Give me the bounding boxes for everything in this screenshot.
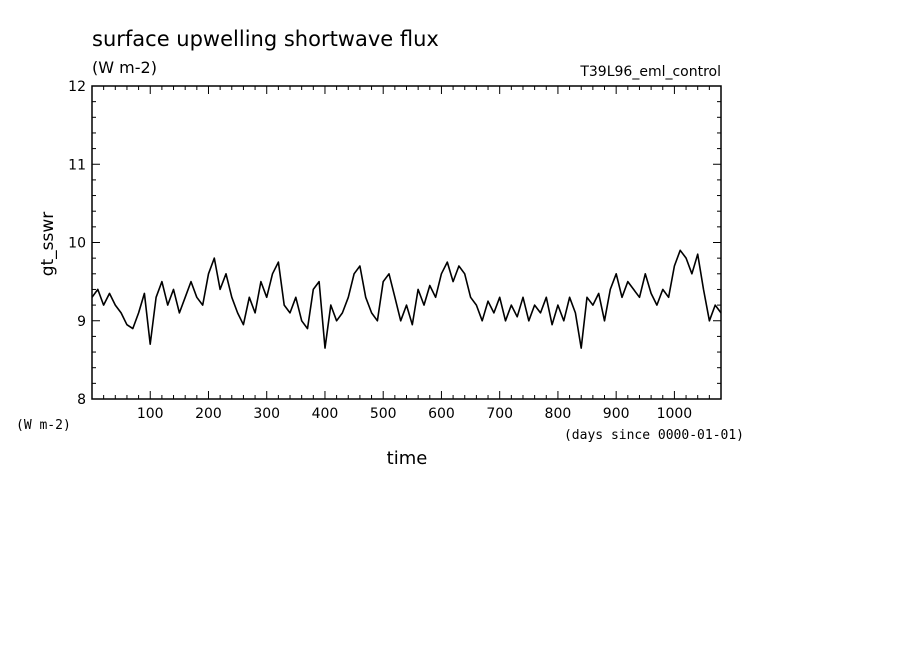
x-tick-label: 400: [312, 406, 339, 422]
x-tick-labels: 100 200 300 400 500 600 700 800 900 1000: [137, 406, 692, 422]
y-tick-label: 9: [77, 314, 86, 330]
chart-title: surface upwelling shortwave flux: [92, 27, 439, 51]
x-tick-label: 300: [253, 406, 280, 422]
experiment-label: T39L96_eml_control: [579, 64, 721, 80]
series-line: [91, 249, 722, 349]
y-tick-label: 12: [68, 79, 86, 95]
x-tick-label: 200: [195, 406, 222, 422]
x-tick-label: 900: [603, 406, 630, 422]
x-tick-label: 1000: [657, 406, 693, 422]
chart-subtitle: (W m-2): [92, 58, 157, 77]
y-tick-labels: 8 9 10 11 12: [68, 79, 86, 408]
plot-frame: [91, 85, 722, 400]
x-tick-label: 700: [486, 406, 513, 422]
x-tick-label: 500: [370, 406, 397, 422]
y-axis-unit: (W m-2): [16, 418, 71, 433]
axis-ticks: [92, 86, 721, 399]
x-tick-label: 600: [428, 406, 455, 422]
x-axis-label: time: [387, 448, 428, 469]
x-axis-unit: (days since 0000-01-01): [564, 428, 744, 443]
y-axis-label: gt_sswr: [38, 212, 58, 277]
y-tick-label: 11: [68, 157, 86, 173]
y-tick-label: 10: [68, 236, 86, 252]
x-tick-label: 100: [137, 406, 164, 422]
x-tick-label: 800: [545, 406, 572, 422]
y-tick-label: 8: [77, 392, 86, 408]
